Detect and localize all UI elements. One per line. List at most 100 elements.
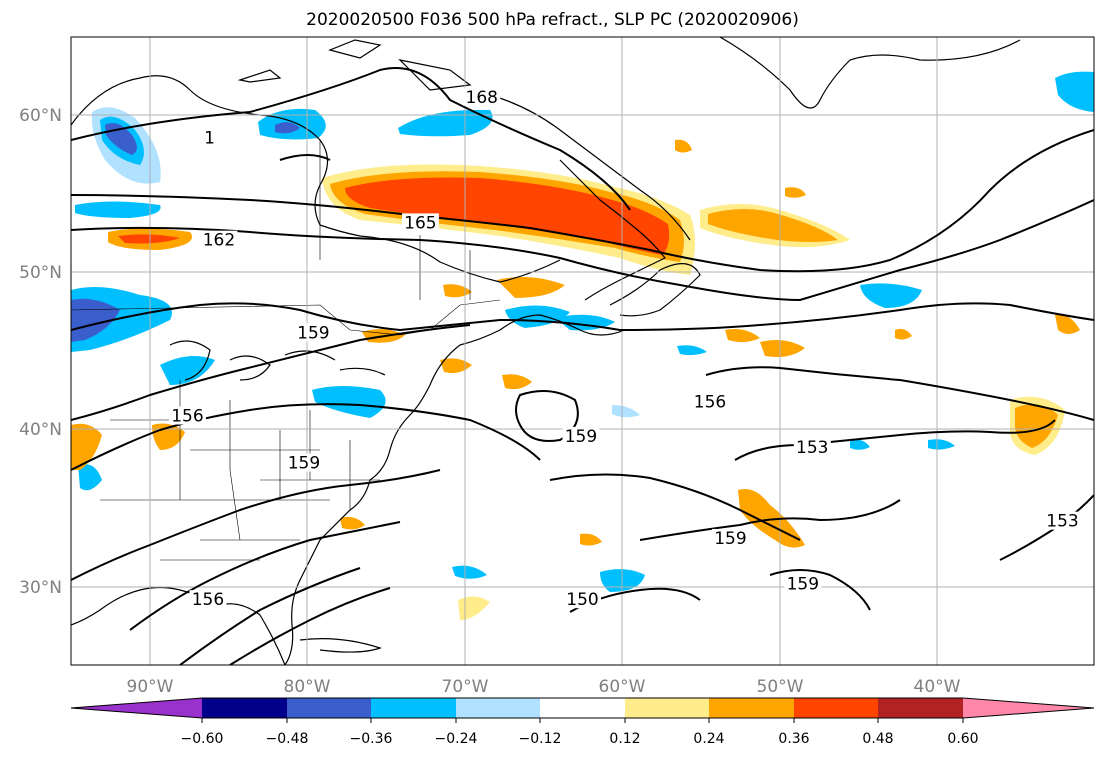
coast-newfoundland <box>609 263 701 317</box>
colorbar-label: −0.48 <box>266 731 309 747</box>
contour-label-bg <box>285 453 323 472</box>
contour-label-bg <box>562 426 600 445</box>
coast-north-islands <box>237 39 472 91</box>
negative-anomaly-small-2 <box>850 439 870 450</box>
contour-label: 1 <box>204 129 215 149</box>
coast-gulf <box>71 586 286 665</box>
colorbar-bin <box>287 698 371 718</box>
negative-anomaly-small-5 <box>677 345 707 356</box>
contour-label: 156 <box>192 590 224 610</box>
contour-label-bg <box>711 528 749 547</box>
contour-159-north <box>71 302 1094 332</box>
contour-label-bg <box>401 213 439 232</box>
positive-anomaly-sm-12 <box>785 187 806 198</box>
positive-anomaly-west-coast <box>71 423 102 470</box>
coast-great-lakes <box>169 340 386 381</box>
lon-tick-label: 70°W <box>442 677 489 697</box>
contour-159-se <box>769 569 871 611</box>
colorbar-bin <box>371 698 456 718</box>
positive-anomaly-east-core <box>1015 404 1058 448</box>
negative-anomaly-small-1 <box>78 464 102 491</box>
colorbar-label: 0.12 <box>609 731 640 747</box>
contour-159-south <box>549 473 801 541</box>
colorbar-under-arrow <box>71 698 202 718</box>
contour-label: 159 <box>565 427 597 447</box>
contour-southwest-1 <box>71 469 441 581</box>
contour-153 <box>734 419 1056 461</box>
contour-label-bg <box>168 406 206 425</box>
negative-anomaly-band <box>75 201 161 218</box>
positive-anomaly-sm-6 <box>760 340 805 357</box>
positive-anomaly-sm-14 <box>895 328 912 340</box>
contour-156-west <box>71 324 471 421</box>
colorbar-bin <box>878 698 963 718</box>
contour-label: 159 <box>787 575 819 595</box>
negative-anomaly-north-2 <box>398 109 493 137</box>
positive-anomaly-sm-8 <box>458 596 490 620</box>
positive-anomaly-sm-9 <box>580 533 602 546</box>
contour-label: 165 <box>404 213 436 233</box>
colorbar-bin <box>625 698 709 718</box>
contour-label-bg <box>564 590 601 609</box>
contour-label-bg <box>201 128 217 147</box>
contour-159-loop2 <box>639 499 901 541</box>
contour-165 <box>71 129 1094 273</box>
positive-anomaly-mid-atlantic <box>738 489 805 548</box>
colorbar-bin <box>794 698 878 718</box>
positive-anomaly-sm-5 <box>725 329 760 343</box>
contour-1-small <box>279 154 331 161</box>
lat-tick-label: 30°N <box>19 578 62 598</box>
contour-label: 159 <box>288 454 320 474</box>
map-background <box>71 37 1094 665</box>
negative-anomaly-north-1b <box>275 122 300 134</box>
map-frame <box>70 36 1095 666</box>
lat-tick-labels: 60°N 50°N 40°N 30°N <box>19 106 62 598</box>
map-plot-area: 168 1 165 162 159 156 159 159 156 153 159 150 159 156… <box>71 37 1094 665</box>
positive-anomaly-sm-13 <box>1055 314 1080 334</box>
contour-label: 168 <box>466 88 498 108</box>
colorbar-label: −0.24 <box>435 731 478 747</box>
coast-cuba <box>299 638 382 653</box>
colorbar-label: 0.36 <box>778 731 809 747</box>
contour-southwest-4 <box>229 587 391 665</box>
contour-label: 156 <box>694 392 726 412</box>
positive-anomaly-sm-3 <box>440 358 472 374</box>
positive-anomaly-sm-4 <box>502 374 532 390</box>
positive-anomaly-west-core <box>118 234 180 244</box>
colorbar-label: −0.60 <box>181 731 224 747</box>
contour-label: 156 <box>171 407 203 427</box>
contour-label-bg <box>200 230 238 249</box>
contour-156-east <box>705 366 1094 421</box>
colorbar-label: −0.36 <box>350 731 393 747</box>
contour-label-bg <box>784 574 822 593</box>
anomaly-shading <box>71 71 1094 620</box>
negative-anomaly-small-4 <box>612 405 640 418</box>
coast-baffin <box>469 89 691 241</box>
negative-anomaly-central-atlantic <box>860 283 922 308</box>
lon-tick-label: 80°W <box>284 677 331 697</box>
lat-tick-label: 40°N <box>19 420 62 440</box>
lon-tick-labels: 90°W 80°W 70°W 60°W 50°W 40°W <box>127 677 961 697</box>
colorbar-bin <box>202 698 287 718</box>
colorbar-over-arrow <box>963 698 1094 718</box>
contour-label-bg <box>294 323 332 342</box>
positive-anomaly-sm-10 <box>340 516 365 530</box>
contour-label: 150 <box>566 590 598 610</box>
lon-tick-label: 90°W <box>127 677 174 697</box>
contour-label-bg <box>463 87 501 106</box>
contour-162 <box>71 199 1094 302</box>
colorbar-label: 0.24 <box>693 731 724 747</box>
contour-label-bg <box>793 437 831 456</box>
colorbar-ticks <box>201 718 964 723</box>
colorbar-bin <box>540 698 625 718</box>
contour-168 <box>71 67 631 211</box>
contour-label: 162 <box>203 231 235 251</box>
positive-anomaly-east-labrador-sea-core <box>708 209 838 242</box>
positive-anomaly-labrador-core <box>345 177 670 255</box>
contour-label: 153 <box>796 438 828 458</box>
negative-anomaly-greenland-east <box>1055 71 1094 112</box>
negative-anomaly-small-3 <box>928 439 955 450</box>
slp-contours <box>71 67 1094 665</box>
lon-tick-label: 60°W <box>599 677 646 697</box>
